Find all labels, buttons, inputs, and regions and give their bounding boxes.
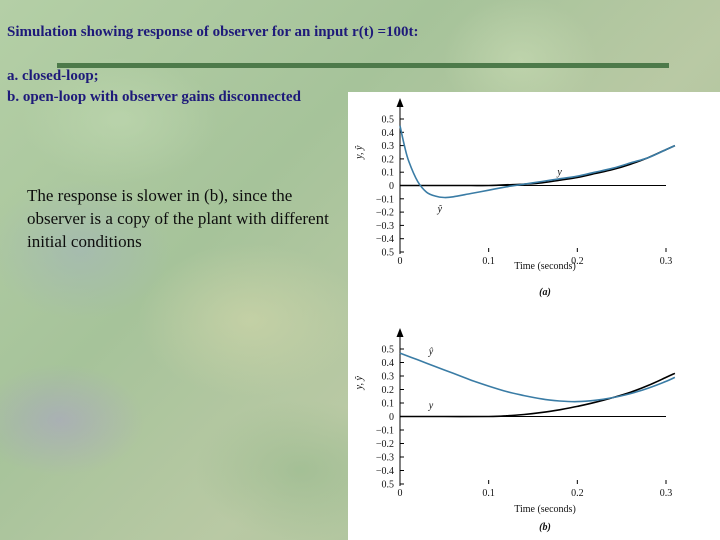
x-tick-label: 0.2	[571, 488, 584, 499]
observer-estimate-curve	[399, 352, 676, 403]
y-tick-label: 0.5	[382, 115, 395, 126]
chart-b: 0.5 0.4 0.3 0.2 0.1 0 −0.1 −0.2 −0.3 −0.4 0.5 y, ŷ 0…	[354, 328, 676, 533]
case-b-label: b. open-loop with observer gains disconn…	[7, 89, 301, 105]
x-tick-label: 0.1	[482, 256, 495, 267]
response-figure: 0.5 0.4 0.3 0.2 0.1 0 −0.1 −0.2 −0.3 −0.4 0.5 y, ŷ 0…	[348, 92, 720, 540]
x-tick-label: 0.3	[660, 488, 673, 499]
explanation-text: The response is slower in (b), since the…	[27, 186, 329, 251]
y-tick-label: 0.5	[382, 480, 395, 491]
curve-label: y	[428, 400, 434, 411]
y-tick-label: 0.5	[382, 345, 395, 356]
y-axis-title: y, ŷ	[354, 376, 365, 391]
y-tick-label: 0.4	[382, 128, 395, 139]
y-tick-label: −0.4	[376, 234, 394, 245]
y-tick-label: −0.3	[376, 453, 394, 464]
observer-estimate-curve	[399, 125, 676, 199]
curve-label: ŷ	[437, 204, 443, 215]
x-tick-label: 0.1	[482, 488, 495, 499]
y-axis-arrow	[396, 98, 404, 107]
y-tick-label: 0.4	[382, 358, 395, 369]
x-axis-title: Time (seconds)	[514, 261, 576, 272]
slide-title: Simulation showing response of observer …	[7, 24, 419, 40]
y-tick-label: −0.1	[376, 194, 394, 205]
x-tick-label: 0.2	[571, 256, 584, 267]
y-tick-label: 0.2	[382, 385, 395, 396]
x-axis-title: Time (seconds)	[514, 504, 576, 515]
y-tick-label: 0.5	[382, 248, 395, 259]
y-axis-arrow	[396, 328, 404, 337]
case-a-label: a. closed-loop;	[7, 68, 99, 84]
y-tick-label: 0	[389, 412, 394, 423]
curve-label: y	[556, 167, 562, 178]
y-tick-label: 0.1	[382, 168, 395, 179]
response-plots: 0.5 0.4 0.3 0.2 0.1 0 −0.1 −0.2 −0.3 −0.4 0.5 y, ŷ 0…	[354, 98, 676, 533]
y-tick-label: −0.2	[376, 208, 394, 219]
y-tick-label: 0.2	[382, 154, 395, 165]
panel-label: (a)	[539, 287, 551, 298]
x-tick-label: 0.3	[660, 256, 673, 267]
y-tick-label: −0.3	[376, 221, 394, 232]
y-tick-label: 0.3	[382, 141, 395, 152]
x-tick-label: 0	[398, 488, 403, 499]
plant-output-curve	[399, 144, 676, 187]
y-tick-label: 0	[389, 181, 394, 192]
y-tick-label: −0.4	[376, 466, 394, 477]
y-tick-label: −0.2	[376, 439, 394, 450]
y-tick-label: 0.1	[382, 399, 395, 410]
curve-label: ŷ	[428, 346, 434, 357]
y-axis-title: y, ŷ	[354, 145, 365, 160]
y-tick-label: 0.3	[382, 372, 395, 383]
panel-label: (b)	[539, 522, 551, 533]
title-divider	[57, 63, 669, 68]
x-tick-label: 0	[398, 256, 403, 267]
plant-output-curve	[400, 372, 676, 418]
chart-a: 0.5 0.4 0.3 0.2 0.1 0 −0.1 −0.2 −0.3 −0.4 0.5 y, ŷ 0…	[354, 98, 676, 298]
y-tick-label: −0.1	[376, 426, 394, 437]
